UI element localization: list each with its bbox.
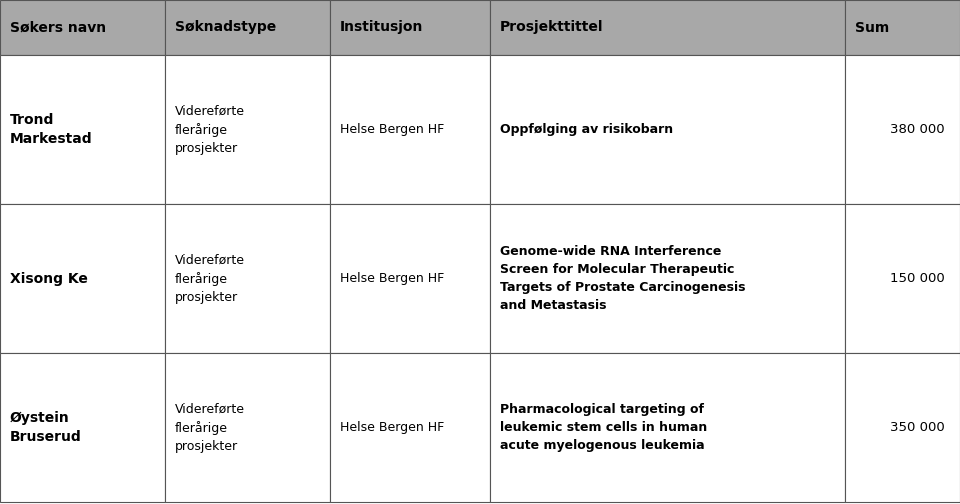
Bar [490, 204, 845, 353]
Bar [330, 204, 490, 353]
Bar [0, 353, 165, 502]
Text: Søkers navn: Søkers navn [10, 21, 107, 34]
Text: Videreførte
flerårige
prosjekter: Videreførte flerårige prosjekter [175, 254, 245, 304]
Text: Trond
Markestad: Trond Markestad [10, 113, 92, 146]
Text: 350 000: 350 000 [890, 421, 945, 434]
Bar [330, 55, 490, 204]
Bar [845, 204, 960, 353]
Text: Oppfølging av risikobarn: Oppfølging av risikobarn [500, 123, 673, 136]
Text: Søknadstype: Søknadstype [175, 21, 276, 34]
Text: Genome-wide RNA Interference
Screen for Molecular Therapeutic
Targets of Prostat: Genome-wide RNA Interference Screen for … [500, 245, 746, 312]
Text: Videreførte
flerårige
prosjekter: Videreførte flerårige prosjekter [175, 104, 245, 155]
Bar [165, 204, 330, 353]
Text: Pharmacological targeting of
leukemic stem cells in human
acute myelogenous leuk: Pharmacological targeting of leukemic st… [500, 403, 708, 452]
Bar [0, 55, 165, 204]
Text: 150 000: 150 000 [890, 272, 945, 285]
Bar [330, 353, 490, 502]
Bar [165, 0, 330, 55]
Text: Helse Bergen HF: Helse Bergen HF [340, 123, 444, 136]
Text: Xisong Ke: Xisong Ke [10, 272, 88, 285]
Bar [330, 0, 490, 55]
Text: Institusjon: Institusjon [340, 21, 423, 34]
Bar [0, 0, 165, 55]
Bar [490, 0, 845, 55]
Text: Prosjekttittel: Prosjekttittel [500, 21, 604, 34]
Bar [165, 353, 330, 502]
Bar [490, 353, 845, 502]
Text: 380 000: 380 000 [890, 123, 945, 136]
Bar [165, 55, 330, 204]
Text: Videreførte
flerårige
prosjekter: Videreførte flerårige prosjekter [175, 402, 245, 453]
Bar [490, 55, 845, 204]
Bar [0, 204, 165, 353]
Text: Helse Bergen HF: Helse Bergen HF [340, 421, 444, 434]
Text: Øystein
Bruserud: Øystein Bruserud [10, 411, 82, 444]
Bar [845, 55, 960, 204]
Bar [845, 0, 960, 55]
Text: Sum: Sum [855, 21, 889, 34]
Text: Helse Bergen HF: Helse Bergen HF [340, 272, 444, 285]
Bar [845, 353, 960, 502]
